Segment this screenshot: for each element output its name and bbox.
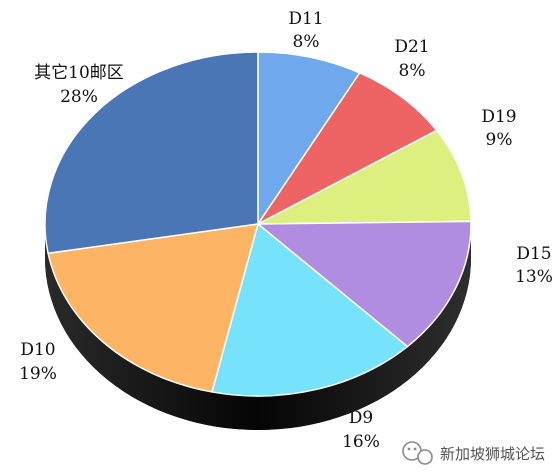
pie-slice-2 <box>257 129 472 225</box>
slice-percent-1: 8% <box>399 61 426 81</box>
slice-label-4: D9 <box>349 408 373 428</box>
watermark-text: 新加坡狮城论坛 <box>440 445 545 463</box>
pie-slice-0 <box>257 51 361 225</box>
pie-slice-3 <box>257 220 472 348</box>
slice-percent-5: 19% <box>19 364 57 384</box>
slice-percent-4: 16% <box>342 432 380 452</box>
slice-percent-2: 9% <box>486 130 513 150</box>
pie-slice-6 <box>44 51 259 255</box>
slice-label-1: D21 <box>394 37 429 57</box>
slice-label-6: 其它10邮区 <box>34 63 124 83</box>
slice-label-2: D19 <box>481 107 516 127</box>
slice-percent-0: 8% <box>293 32 320 52</box>
slice-label-3: D15 <box>516 244 551 264</box>
slice-percent-6: 28% <box>60 87 98 107</box>
slice-percent-3: 13% <box>515 267 553 287</box>
slice-label-0: D11 <box>288 9 323 29</box>
watermark: 新加坡狮城论坛 <box>402 441 545 465</box>
wechat-icon <box>402 441 433 465</box>
pie-slice-1 <box>257 72 438 225</box>
pie-labels: D11 8% D21 8% D19 9% D15 13% D9 16% D10 19% 其它10邮区 28… <box>19 9 553 452</box>
pie-slice-4 <box>211 223 409 397</box>
pie-slice-5 <box>47 223 259 393</box>
pie-slices <box>44 51 472 397</box>
slice-label-5: D10 <box>20 340 55 360</box>
